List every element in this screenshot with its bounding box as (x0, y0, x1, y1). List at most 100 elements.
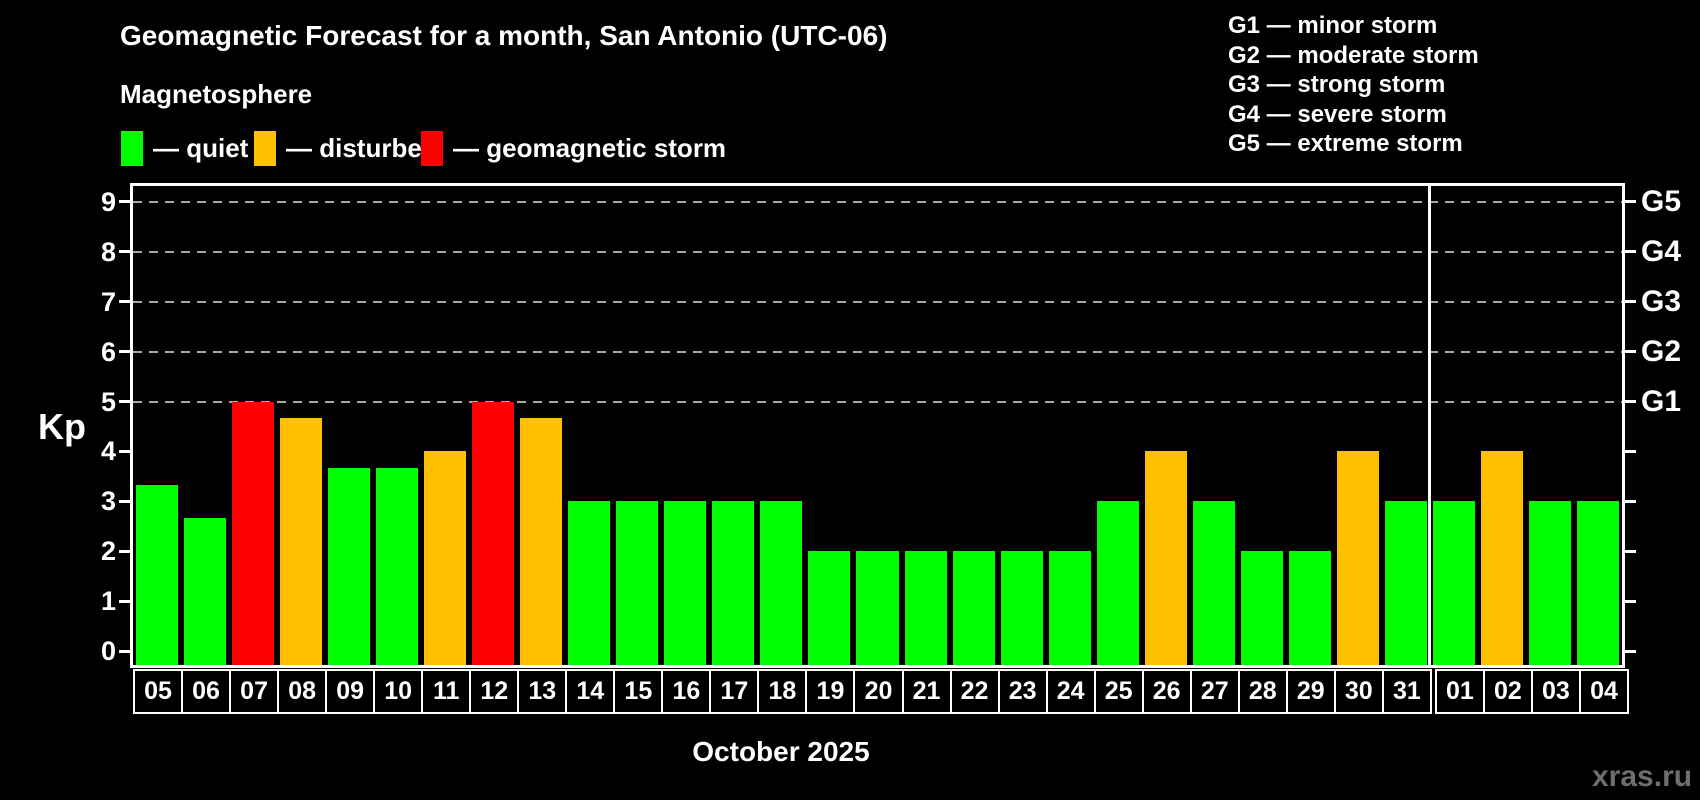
kp-bar-october-21 (904, 551, 947, 665)
date-label-november-03: 03 (1530, 669, 1581, 714)
kp-bar-october-16 (664, 501, 707, 665)
date-label-october-07: 07 (229, 669, 280, 714)
kp-bar-october-14 (568, 501, 611, 665)
date-label-october-15: 15 (613, 669, 664, 714)
kp-bar-october-19 (808, 551, 851, 665)
date-label-october-20: 20 (853, 669, 904, 714)
date-label-october-06: 06 (181, 669, 232, 714)
date-label-october-18: 18 (757, 669, 808, 714)
date-label-october-26: 26 (1141, 669, 1192, 714)
y-tick-left-4 (119, 449, 130, 453)
y-tick-right-8 (1625, 250, 1636, 254)
page-title: Geomagnetic Forecast for a month, San An… (120, 20, 888, 51)
date-label-october-21: 21 (901, 669, 952, 714)
y-tick-label-6: 6 (100, 336, 116, 367)
kp-bar-november-03 (1528, 501, 1571, 665)
legend-label-quiet: — quiet (153, 133, 249, 163)
y-tick-label-8: 8 (100, 236, 116, 267)
date-label-october-30: 30 (1333, 669, 1384, 714)
g-legend-line-g3: G3 — strong storm (1228, 71, 1446, 99)
date-label-october-13: 13 (517, 669, 568, 714)
y-tick-right-4 (1625, 449, 1636, 453)
g-scale-legend: G1 — minor storm G2 — moderate storm G3 … (1228, 11, 1479, 159)
quiet-color-swatch (121, 131, 143, 166)
y-tick-label-7: 7 (100, 286, 116, 317)
kp-bar-october-24 (1048, 551, 1091, 665)
date-label-october-25: 25 (1093, 669, 1144, 714)
g-legend-line-g5: G5 — extreme storm (1228, 130, 1463, 158)
kp-axis-title: Kp (38, 406, 86, 447)
legend-label-storm: — geomagnetic storm (453, 133, 727, 163)
legend-label-disturbed: — disturbed (286, 133, 438, 163)
g-scale-label-g1: G1 (1641, 384, 1682, 418)
g-scale-label-g5: G5 (1641, 184, 1682, 218)
legend-item-disturbed: — disturbed (254, 131, 438, 166)
date-label-november-04: 04 (1578, 669, 1629, 714)
date-label-october-16: 16 (661, 669, 712, 714)
kp-bar-october-30 (1336, 451, 1379, 665)
kp-bar-october-27 (1192, 501, 1235, 665)
kp-bar-october-31 (1384, 501, 1427, 665)
gridline-kp9 (133, 200, 1622, 203)
y-tick-right-3 (1625, 499, 1636, 503)
month-boundary-line (1428, 186, 1432, 665)
date-label-october-22: 22 (949, 669, 1000, 714)
date-label-november-02: 02 (1482, 669, 1533, 714)
gridline-kp5 (133, 400, 1622, 403)
legend-item-storm: — geomagnetic storm (421, 131, 726, 166)
kp-bar-november-02 (1480, 451, 1523, 665)
g-legend-line-g2: G2 — moderate storm (1228, 41, 1479, 69)
y-tick-right-5 (1625, 400, 1636, 403)
date-label-october-12: 12 (469, 669, 520, 714)
y-tick-right-7 (1625, 300, 1636, 304)
date-label-november-01: 01 (1434, 669, 1485, 714)
kp-bar-november-01 (1432, 501, 1475, 665)
y-tick-left-9 (119, 200, 130, 204)
date-label-october-19: 19 (805, 669, 856, 714)
plot-area (130, 183, 1625, 668)
kp-bar-october-15 (616, 501, 659, 665)
kp-bar-october-20 (856, 551, 899, 665)
kp-bar-october-07 (232, 401, 275, 665)
y-tick-left-0 (119, 649, 130, 653)
y-tick-label-0: 0 (100, 636, 116, 666)
legend-item-quiet: — quiet (121, 131, 248, 166)
y-tick-right-2 (1625, 549, 1636, 553)
date-label-october-17: 17 (709, 669, 760, 714)
storm-color-swatch (421, 131, 443, 166)
kp-bar-october-10 (376, 467, 419, 665)
kp-bar-october-18 (760, 501, 803, 665)
y-tick-label-9: 9 (100, 186, 116, 217)
kp-bar-october-08 (280, 417, 323, 665)
magnetosphere-subtitle: Magnetosphere (120, 79, 313, 109)
gridline-kp7 (133, 300, 1622, 303)
y-tick-left-7 (119, 300, 130, 304)
date-label-october-09: 09 (325, 669, 376, 714)
y-tick-left-6 (119, 350, 130, 354)
date-label-october-05: 05 (133, 669, 184, 714)
y-tick-right-9 (1625, 200, 1636, 204)
date-label-october-24: 24 (1045, 669, 1096, 714)
kp-bar-october-25 (1096, 501, 1139, 665)
kp-bar-october-28 (1240, 551, 1283, 665)
kp-bar-november-04 (1576, 501, 1619, 665)
y-tick-label-1: 1 (100, 586, 116, 617)
y-tick-right-1 (1625, 599, 1636, 603)
disturbed-color-swatch (254, 131, 276, 166)
kp-bar-october-06 (184, 517, 227, 665)
watermark-xras: xras.ru (1592, 760, 1693, 793)
kp-bar-october-05 (136, 484, 179, 665)
month-label: October 2025 (692, 736, 870, 767)
kp-bar-october-22 (952, 551, 995, 665)
g-legend-line-g4: G4 — severe storm (1228, 100, 1447, 128)
date-label-october-23: 23 (997, 669, 1048, 714)
y-tick-left-5 (119, 400, 130, 403)
y-tick-left-3 (119, 499, 130, 503)
date-label-october-27: 27 (1189, 669, 1240, 714)
date-label-october-11: 11 (421, 669, 472, 714)
y-tick-label-3: 3 (100, 486, 116, 517)
gridline-kp8 (133, 250, 1622, 253)
y-tick-label-2: 2 (100, 536, 116, 567)
kp-bar-october-12 (472, 401, 515, 665)
date-label-october-14: 14 (565, 669, 616, 714)
